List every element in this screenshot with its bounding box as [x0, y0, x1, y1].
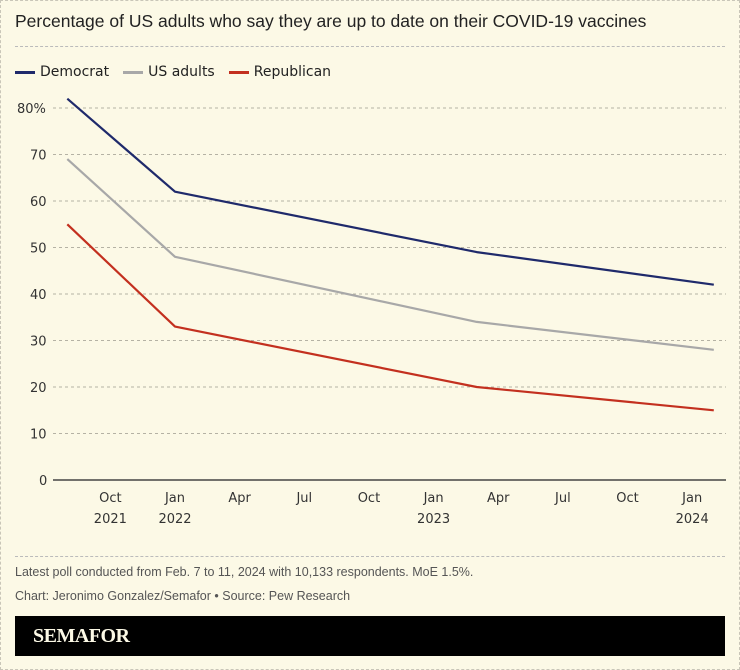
- x-tick-label: Oct: [616, 491, 638, 506]
- legend: Democrat US adults Republican: [15, 64, 331, 80]
- divider: [15, 556, 725, 557]
- legend-swatch: [228, 70, 249, 74]
- chart-title: Percentage of US adults who say they are…: [15, 11, 647, 31]
- x-tick-label: Jul: [295, 491, 312, 506]
- legend-swatch: [123, 70, 144, 74]
- x-tick-label: Jul: [554, 491, 571, 506]
- y-tick-label: 80%: [17, 102, 46, 117]
- series-line-us-adults: [66, 158, 714, 351]
- y-tick-label: 10: [30, 428, 47, 443]
- legend-label: US adults: [148, 64, 215, 80]
- x-tick-label: Oct: [358, 491, 380, 506]
- x-tick-label: Jan: [681, 491, 702, 506]
- x-tick-label: Oct: [99, 491, 121, 506]
- y-tick-label: 20: [30, 381, 47, 396]
- x-tick-year: 2024: [676, 512, 709, 527]
- x-tick-year: 2023: [417, 512, 450, 527]
- y-tick-label: 30: [30, 335, 47, 350]
- y-tick-label: 50: [30, 242, 47, 257]
- x-tick-year: 2022: [158, 512, 191, 527]
- legend-label: Democrat: [40, 64, 110, 80]
- legend-item-us-adults: US adults: [123, 64, 215, 80]
- brand-bar: SEMAFOR: [15, 616, 725, 656]
- poll-note: Latest poll conducted from Feb. 7 to 11,…: [15, 565, 474, 579]
- series-line-republican: [66, 223, 714, 412]
- plot-area: 0 10 20 30 40 50 60 70 80% Oct 2021 Jan 2022 Apr Jul Oc…: [17, 97, 726, 527]
- x-tick-label: Apr: [487, 491, 510, 506]
- x-tick-label: Jan: [423, 491, 444, 506]
- x-tick-label: Apr: [228, 491, 251, 506]
- x-tick-year: 2021: [94, 512, 127, 527]
- legend-label: Republican: [253, 64, 332, 80]
- series-line-democrat: [66, 97, 714, 286]
- divider: [15, 46, 725, 47]
- y-tick-label: 70: [30, 149, 47, 164]
- y-tick-label: 0: [39, 474, 47, 489]
- semafor-logo: SEMAFOR: [33, 625, 130, 647]
- y-tick-label: 60: [30, 195, 47, 210]
- y-tick-label: 40: [30, 288, 47, 303]
- legend-item-democrat: Democrat: [15, 64, 109, 80]
- legend-swatch: [15, 70, 35, 74]
- x-tick-label: Jan: [164, 491, 185, 506]
- legend-item-republican: Republican: [228, 64, 332, 80]
- credit-note: Chart: Jeronimo Gonzalez/Semafor • Sourc…: [15, 589, 351, 603]
